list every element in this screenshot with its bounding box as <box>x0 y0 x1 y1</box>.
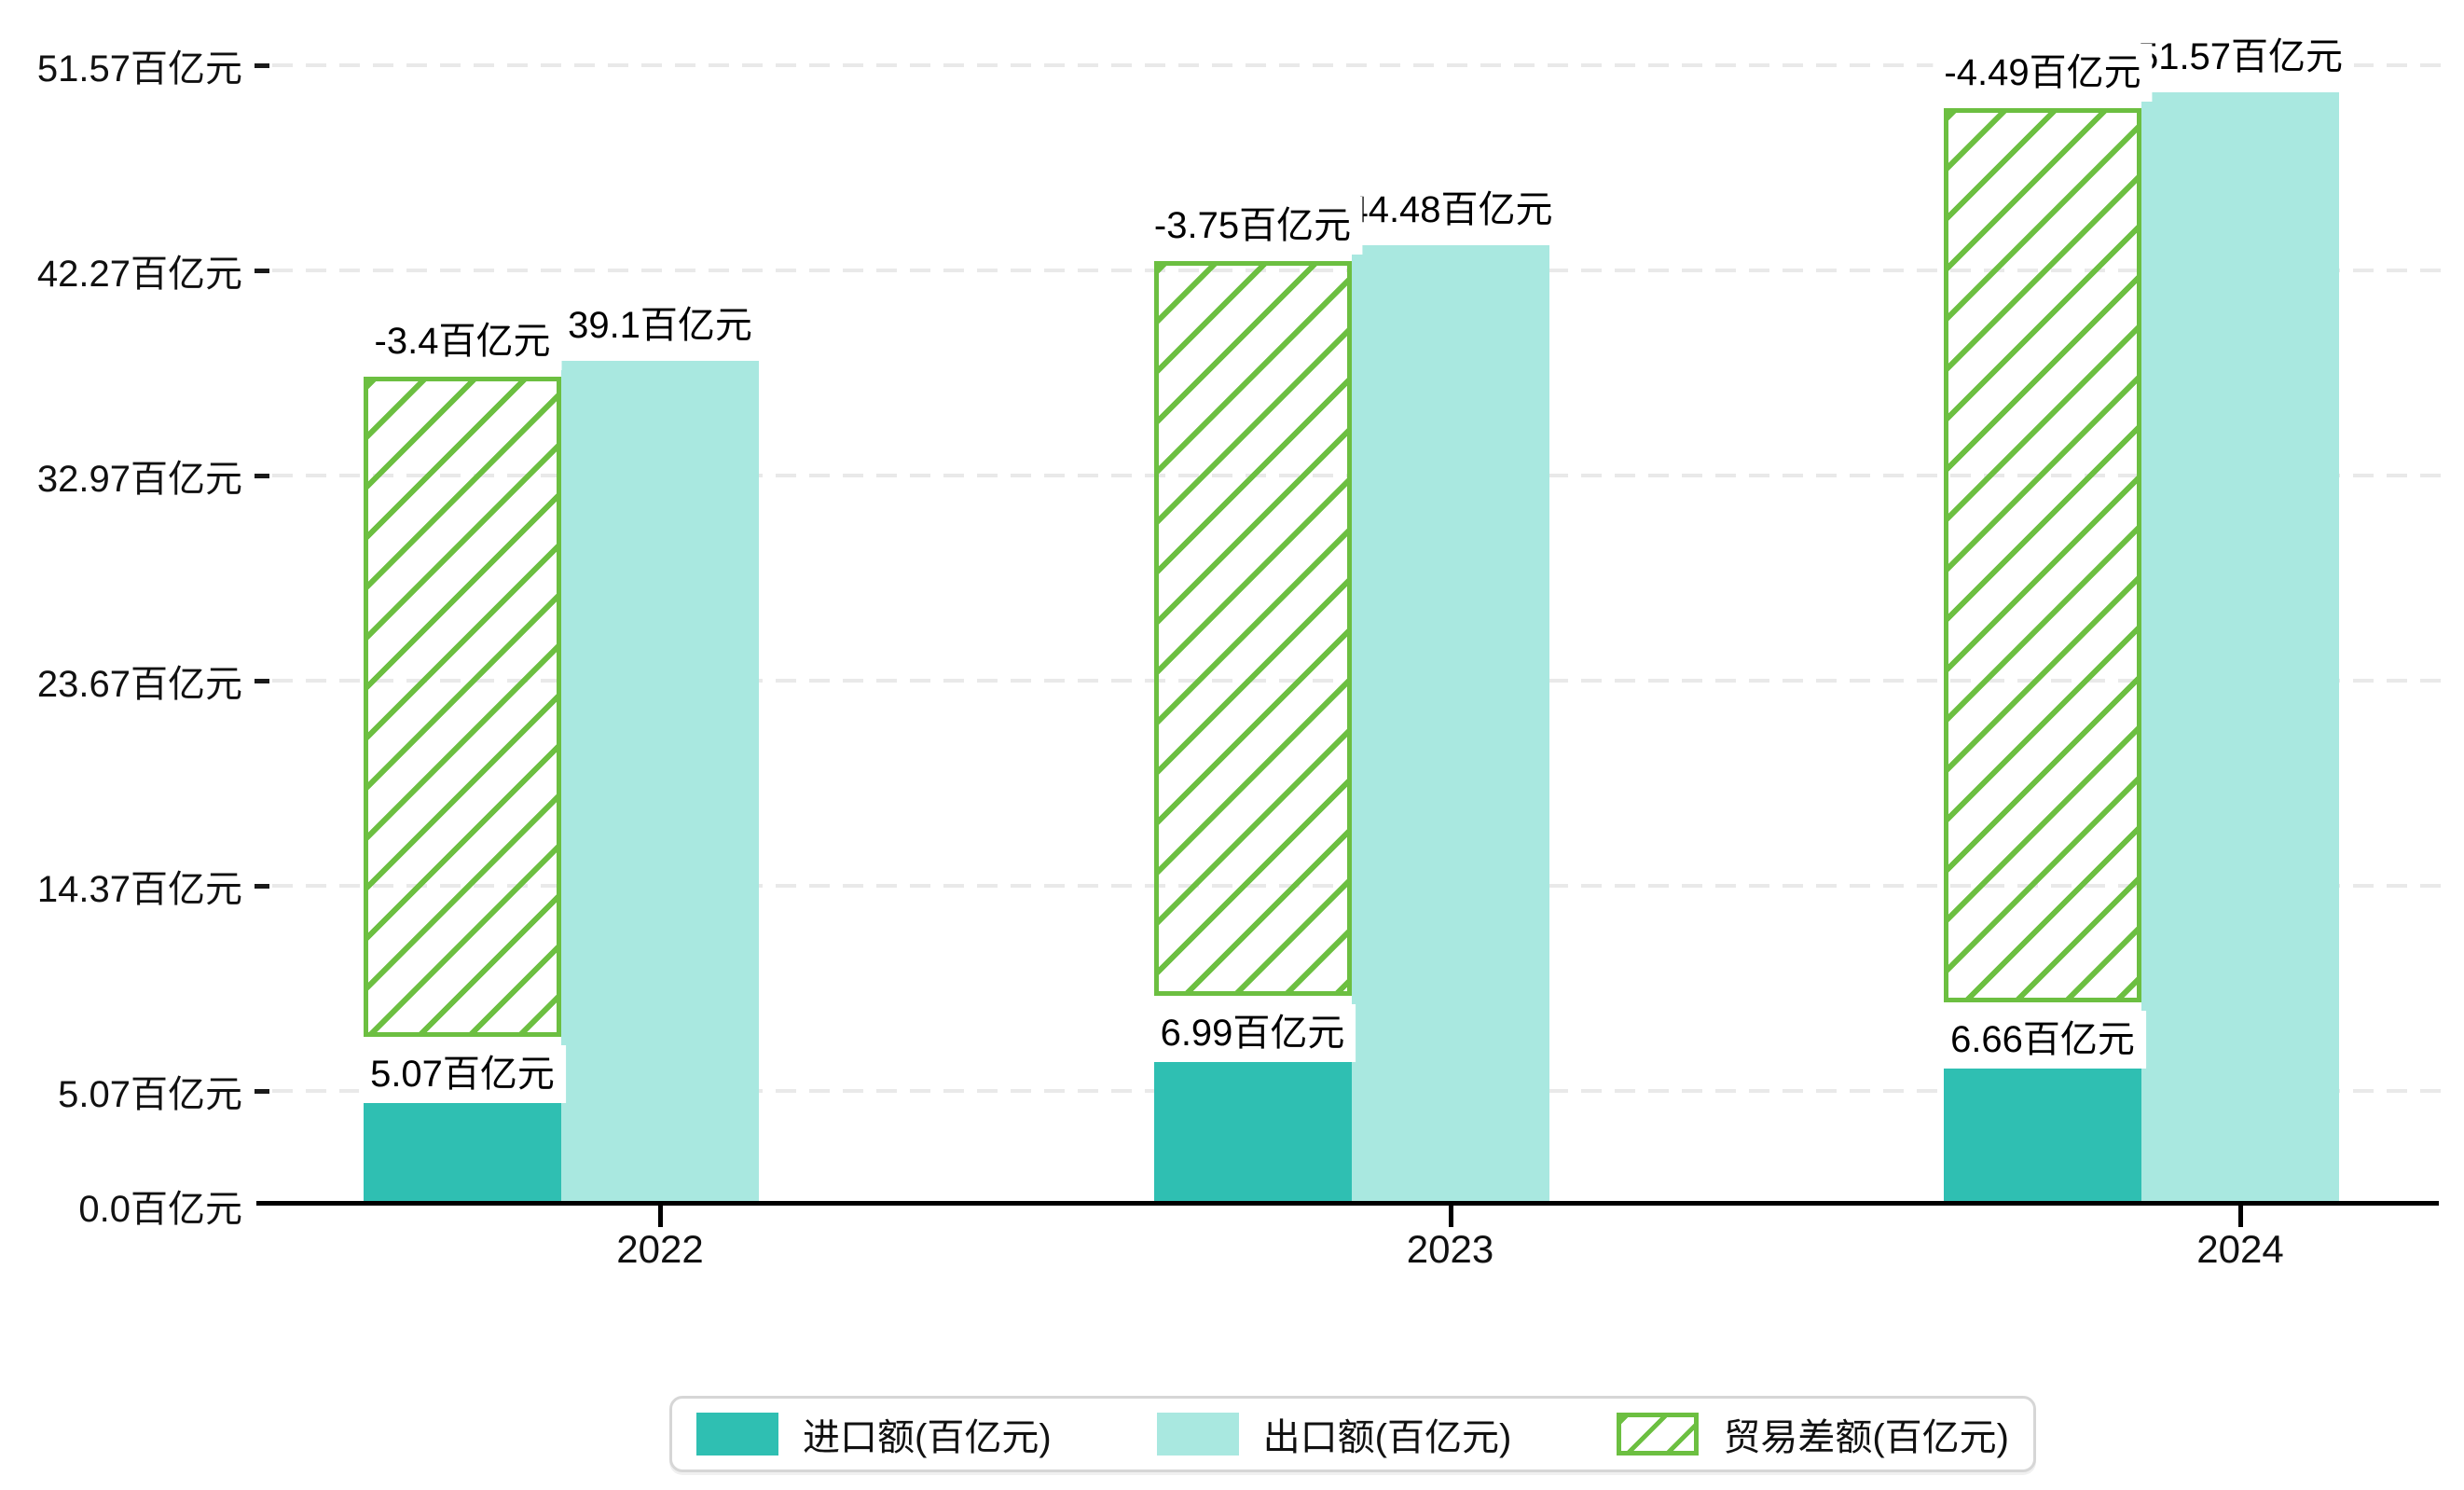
x-axis-year-label: 2023 <box>1406 1227 1494 1271</box>
y-axis-tick-label: 0.0百亿元 <box>78 1189 242 1230</box>
legend-label: 贸易差额(百亿元) <box>1723 1417 2009 1458</box>
balance-swatch-icon <box>1617 1413 1700 1456</box>
trade-balance-hatched-bar <box>364 376 561 1037</box>
import-swatch-icon <box>696 1413 778 1456</box>
trade-balance-hatched-bar <box>1153 260 1352 996</box>
y-tick-mark <box>255 268 269 273</box>
trade-balance-value-label: -3.75百亿元 <box>1142 196 1363 255</box>
legend-label: 进口额(百亿元) <box>803 1417 1052 1458</box>
import-bar <box>1944 1059 2141 1203</box>
trade-balance-value-label: -3.4百亿元 <box>363 311 562 370</box>
legend-item-balance: 贸易差额(百亿元) <box>1617 1407 2009 1461</box>
legend: 进口额(百亿元) 出口额(百亿元) 贸易差额(百亿元) <box>669 1396 2036 1472</box>
y-tick-mark <box>255 473 269 478</box>
export-bar <box>2141 91 2339 1203</box>
import-bar <box>364 1093 561 1203</box>
x-tick-mark <box>658 1203 663 1227</box>
legend-label: 出口额(百亿元) <box>1262 1417 1512 1458</box>
export-value-label: 51.57百亿元 <box>2126 27 2355 86</box>
x-tick-mark <box>1448 1203 1453 1227</box>
legend-item-export: 出口额(百亿元) <box>1156 1407 1512 1461</box>
trade-balance-value-label: -4.49百亿元 <box>1933 43 2153 102</box>
y-axis-tick-label: 5.07百亿元 <box>58 1074 242 1116</box>
export-bar <box>1351 244 1549 1203</box>
gridline <box>272 62 2443 67</box>
y-axis-tick-label: 32.97百亿元 <box>36 458 242 500</box>
y-axis-tick-label: 23.67百亿元 <box>36 663 242 705</box>
y-axis-tick-label: 42.27百亿元 <box>36 253 242 295</box>
y-axis-tick-label: 14.37百亿元 <box>36 869 242 911</box>
legend-item-import: 进口额(百亿元) <box>696 1407 1052 1461</box>
import-value-label: 6.99百亿元 <box>1149 1003 1356 1062</box>
export-value-label: 39.1百亿元 <box>557 296 764 354</box>
y-axis-tick-label: 51.57百亿元 <box>36 48 242 90</box>
x-axis-year-label: 2022 <box>616 1227 704 1271</box>
x-axis-year-label: 2024 <box>2196 1227 2284 1271</box>
export-value-label: 44.48百亿元 <box>1336 180 1564 239</box>
y-tick-mark <box>255 1089 269 1095</box>
x-tick-mark <box>2238 1203 2243 1227</box>
import-value-label: 5.07百亿元 <box>359 1044 566 1103</box>
import-value-label: 6.66百亿元 <box>1939 1011 2146 1069</box>
y-tick-mark <box>255 62 269 68</box>
y-tick-mark <box>255 678 269 683</box>
export-bar <box>561 360 759 1203</box>
export-swatch-icon <box>1156 1413 1239 1456</box>
y-tick-mark <box>255 884 269 890</box>
x-axis-line <box>256 1201 2439 1206</box>
import-bar <box>1153 1052 1352 1203</box>
trade-balance-hatched-bar <box>1944 107 2141 1003</box>
